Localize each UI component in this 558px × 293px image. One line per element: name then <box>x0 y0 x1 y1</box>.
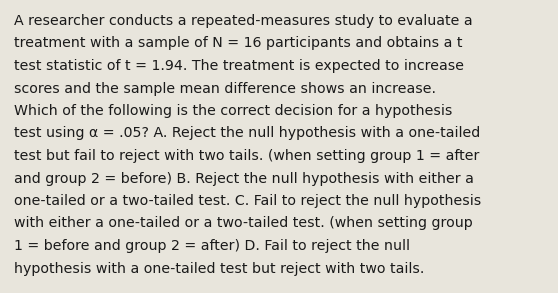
Text: one-tailed or a two-tailed test. C. Fail to reject the null hypothesis: one-tailed or a two-tailed test. C. Fail… <box>14 194 481 208</box>
Text: test using α = .05? A. Reject the null hypothesis with a one-tailed: test using α = .05? A. Reject the null h… <box>14 127 480 141</box>
Text: with either a one-tailed or a two-tailed test. (when setting group: with either a one-tailed or a two-tailed… <box>14 217 473 231</box>
Text: hypothesis with a one-tailed test but reject with two tails.: hypothesis with a one-tailed test but re… <box>14 261 425 275</box>
Text: treatment with a sample of N = 16 participants and obtains a t: treatment with a sample of N = 16 partic… <box>14 37 463 50</box>
Text: test but fail to reject with two tails. (when setting group 1 = after: test but fail to reject with two tails. … <box>14 149 479 163</box>
Text: and group 2 = before) B. Reject the null hypothesis with either a: and group 2 = before) B. Reject the null… <box>14 171 474 185</box>
Text: test statistic of t = 1.94. The treatment is expected to increase: test statistic of t = 1.94. The treatmen… <box>14 59 464 73</box>
Text: A researcher conducts a repeated-measures study to evaluate a: A researcher conducts a repeated-measure… <box>14 14 473 28</box>
Text: Which of the following is the correct decision for a hypothesis: Which of the following is the correct de… <box>14 104 453 118</box>
Text: 1 = before and group 2 = after) D. Fail to reject the null: 1 = before and group 2 = after) D. Fail … <box>14 239 410 253</box>
Text: scores and the sample mean difference shows an increase.: scores and the sample mean difference sh… <box>14 81 436 96</box>
